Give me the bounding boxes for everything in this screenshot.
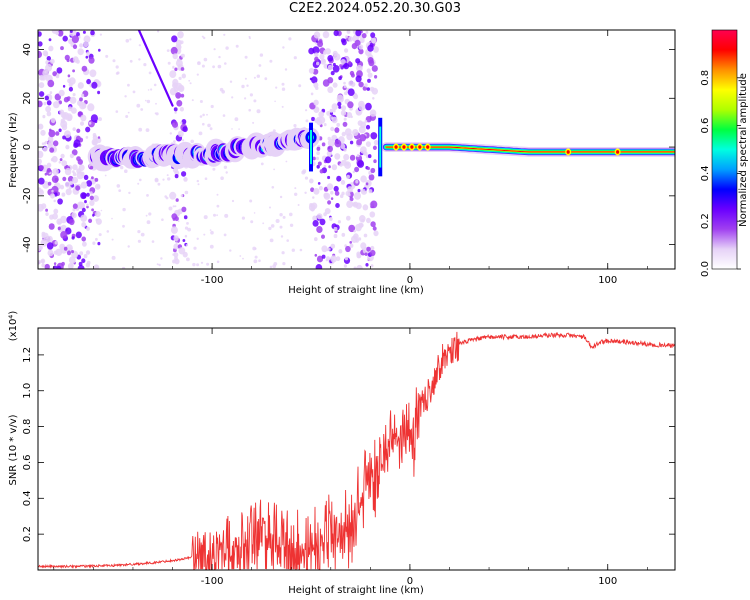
colorbar-tick-label: 0.4 bbox=[700, 165, 711, 181]
snr-x-tick-label: -100 bbox=[201, 576, 224, 587]
spectrogram-y-tick-label: -20 bbox=[22, 188, 33, 204]
colorbar-frame bbox=[711, 29, 738, 270]
spectral-ridge bbox=[87, 117, 675, 177]
snr-y-axis-label: SNR (10 * v/v) bbox=[8, 414, 19, 485]
spectrogram-y-tick-label: -40 bbox=[22, 236, 33, 252]
snr-x-tick-label: 0 bbox=[407, 576, 413, 587]
colorbar-tick-label: 0.8 bbox=[700, 70, 711, 86]
snr-x-axis-label: Height of straight line (km) bbox=[288, 585, 424, 596]
spectrogram-y-tick-label: 20 bbox=[22, 92, 33, 105]
spectrogram-image bbox=[38, 30, 675, 269]
colorbar-tick-label: 0.2 bbox=[700, 213, 711, 229]
colorbar-tick-label: 0.0 bbox=[700, 261, 711, 277]
snr-frame bbox=[37, 327, 676, 571]
spectrogram-x-axis-label: Height of straight line (km) bbox=[288, 285, 424, 296]
heatmap-streak bbox=[137, 30, 174, 107]
snr-y-tick-label: 1.0 bbox=[22, 383, 33, 399]
noise-band bbox=[38, 30, 102, 269]
snr-y-multiplier: (x10⁴) bbox=[8, 311, 19, 342]
spectrogram-y-tick-label: 40 bbox=[22, 43, 33, 56]
snr-series-line bbox=[38, 331, 675, 570]
snr-x-axis: -100 0 100 bbox=[53, 328, 648, 587]
page-title: C2E2.2024.052.20.30.G03 bbox=[288, 1, 462, 16]
spectrogram-x-tick-label: 100 bbox=[598, 275, 617, 286]
colorbar-ticks: 0.0 0.2 0.4 0.6 0.8 bbox=[700, 70, 741, 277]
colorbar-tick-label: 0.6 bbox=[700, 118, 711, 134]
snr-y-axis: 0.2 0.4 0.6 0.8 1.0 1.2 bbox=[22, 347, 675, 542]
spectrogram-y-tick-label: 0 bbox=[22, 144, 33, 150]
spectrogram-x-tick-label: -100 bbox=[201, 275, 224, 286]
snr-panel: -100 0 100 0.2 0.4 0.6 0.8 1.0 1.2 Height of st… bbox=[8, 311, 676, 596]
spectrogram-y-axis-label: Frequency (Hz) bbox=[8, 112, 19, 188]
snr-y-tick-label: 1.2 bbox=[22, 347, 33, 363]
colorbar-gradient bbox=[712, 30, 737, 269]
spectrogram-frame bbox=[37, 29, 676, 270]
spectrogram-x-tick-label: 0 bbox=[407, 275, 413, 286]
colorbar: 0.0 0.2 0.4 0.6 0.8 Normalized spectral ampl… bbox=[700, 29, 749, 277]
noise-band bbox=[308, 30, 379, 269]
spectrogram-y-axis: -40 -20 0 20 40 bbox=[22, 43, 675, 253]
spectrogram-x-axis: -100 0 100 bbox=[53, 30, 648, 286]
colorbar-label: Normalized spectral amplitude bbox=[738, 73, 749, 227]
snr-y-tick-label: 0.6 bbox=[22, 454, 33, 470]
snr-y-tick-label: 0.8 bbox=[22, 419, 33, 435]
snr-y-tick-label: 0.4 bbox=[22, 490, 33, 506]
snr-y-tick-label: 0.2 bbox=[22, 526, 33, 542]
spectrogram-panel: -100 0 100 -40 -20 0 20 40 Height of straight … bbox=[8, 29, 676, 296]
snr-x-tick-label: 100 bbox=[598, 576, 617, 587]
